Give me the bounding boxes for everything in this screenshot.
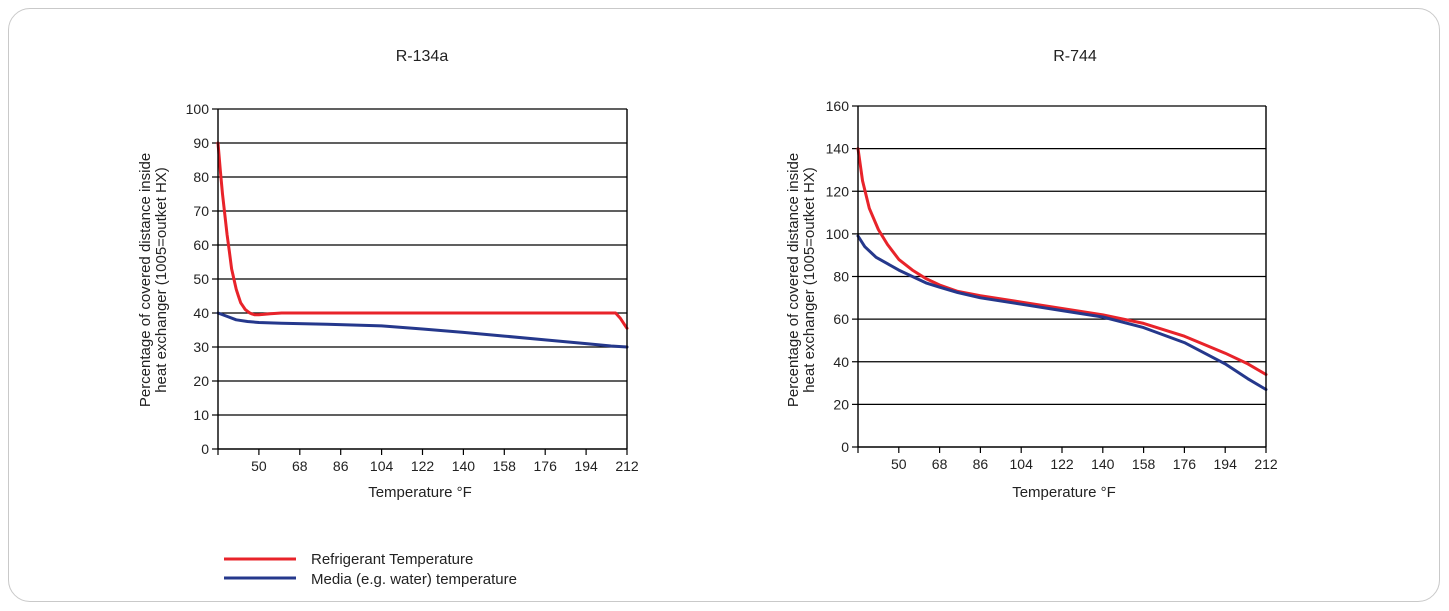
y-axis-label-line1: Percentage of covered distance inside — [137, 153, 154, 407]
y-tick-label: 30 — [193, 339, 209, 355]
y-tick-label: 40 — [833, 354, 849, 370]
x-axis-label: Temperature °F — [1012, 484, 1116, 501]
legend-label-media: Media (e.g. water) temperature — [311, 571, 517, 588]
legend: Refrigerant Temperature Media (e.g. wate… — [224, 551, 517, 588]
x-tick-label: 86 — [973, 456, 989, 472]
x-tick-label: 140 — [1091, 456, 1115, 472]
series-lines — [216, 141, 629, 349]
x-tick-label: 122 — [1050, 456, 1074, 472]
chart-title: R-134a — [396, 48, 449, 65]
series-line — [856, 234, 1268, 391]
x-tick-label: 158 — [493, 458, 517, 474]
y-tick-label: 50 — [193, 271, 209, 287]
x-tick-label: 176 — [534, 458, 558, 474]
legend-label-refrigerant: Refrigerant Temperature — [311, 551, 473, 568]
x-tick-label: 176 — [1173, 456, 1197, 472]
y-axis-label-line1: Percentage of covered distance inside — [785, 153, 802, 407]
chart-r744: R-744 Percentage of covered distance ins… — [785, 48, 1278, 501]
x-tick-label: 104 — [370, 458, 394, 474]
x-tick-label: 140 — [452, 458, 476, 474]
y-tick-label: 120 — [826, 183, 850, 199]
series-line — [216, 141, 629, 330]
x-tick-label: 68 — [292, 458, 308, 474]
x-tick-label: 50 — [891, 456, 907, 472]
y-tick-label: 60 — [193, 237, 209, 253]
x-tick-label: 122 — [411, 458, 435, 474]
y-tick-label: 90 — [193, 135, 209, 151]
x-tick-label: 104 — [1010, 456, 1034, 472]
y-tick-label: 60 — [833, 311, 849, 327]
y-axis-label: Percentage of covered distance inside he… — [785, 153, 818, 407]
x-tick-label: 68 — [932, 456, 948, 472]
x-tick-label: 212 — [615, 458, 639, 474]
y-tick-label: 0 — [841, 439, 849, 455]
series-line — [856, 147, 1268, 376]
x-tick-labels: 50 68 86 104 122 140 158 176 194 212 — [251, 458, 639, 474]
y-tick-label: 40 — [193, 305, 209, 321]
y-tick-label: 140 — [826, 141, 850, 157]
y-tick-label: 160 — [826, 98, 850, 114]
x-axis-label: Temperature °F — [368, 484, 472, 501]
y-tick-label: 80 — [833, 269, 849, 285]
gridlines — [212, 108, 628, 455]
x-tick-label: 86 — [333, 458, 349, 474]
x-tick-label: 212 — [1254, 456, 1278, 472]
gridlines — [852, 105, 1267, 453]
series-lines — [856, 147, 1268, 391]
y-tick-labels: 0 10 20 30 40 50 60 70 80 90 100 — [186, 101, 210, 457]
y-tick-label: 100 — [826, 226, 850, 242]
y-axis-label-line2: heat exchanger (1005=outket HX) — [153, 167, 170, 393]
x-tick-label: 194 — [574, 458, 598, 474]
y-axis-label: Percentage of covered distance inside he… — [137, 153, 170, 407]
y-tick-labels: 0 20 40 60 80 100 120 140 160 — [826, 98, 850, 455]
x-tick-label: 194 — [1214, 456, 1238, 472]
axes — [857, 106, 1267, 448]
y-tick-label: 10 — [193, 407, 209, 423]
y-tick-label: 20 — [833, 396, 849, 412]
chart-r134a: R-134a Percentage of covered distance in… — [137, 48, 639, 501]
axes — [217, 109, 628, 450]
x-tick-labels: 50 68 86 104 122 140 158 176 194 212 — [891, 456, 1278, 472]
x-tick-label: 50 — [251, 458, 267, 474]
y-tick-label: 0 — [201, 441, 209, 457]
y-tick-label: 100 — [186, 101, 210, 117]
x-tick-label: 158 — [1132, 456, 1156, 472]
chart-title: R-744 — [1053, 48, 1097, 65]
series-line — [216, 311, 629, 349]
y-tick-label: 80 — [193, 169, 209, 185]
y-axis-label-line2: heat exchanger (1005=outket HX) — [801, 167, 818, 393]
y-tick-label: 20 — [193, 373, 209, 389]
y-tick-label: 70 — [193, 203, 209, 219]
chart-panel — [8, 8, 1440, 602]
